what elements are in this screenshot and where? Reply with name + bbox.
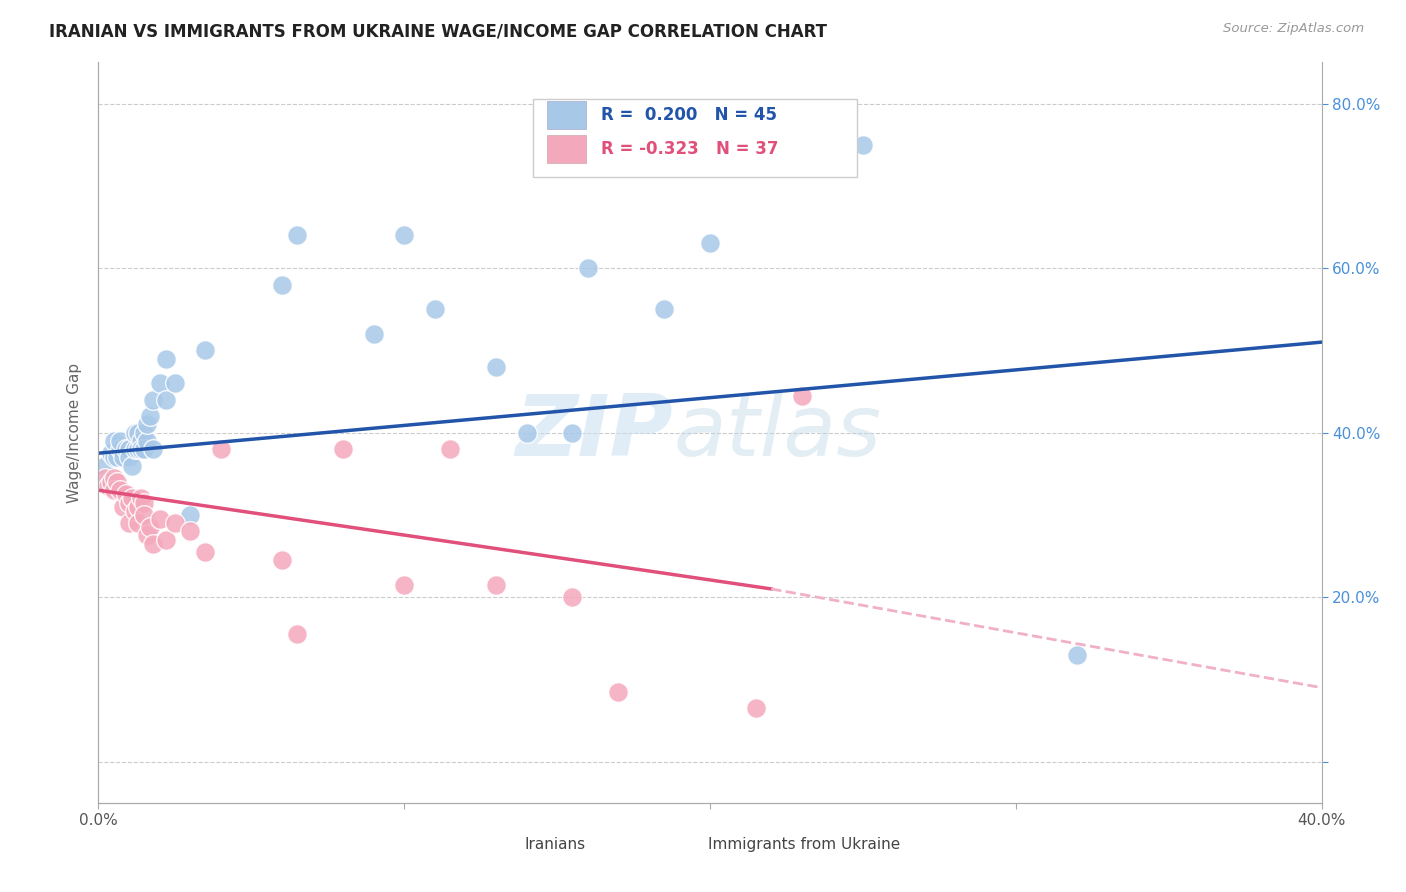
Point <box>139 409 162 424</box>
Point <box>124 504 146 518</box>
Point <box>516 425 538 440</box>
Point <box>745 701 768 715</box>
Point <box>134 442 156 456</box>
Point <box>155 351 177 366</box>
Point <box>97 475 120 489</box>
Point <box>111 500 134 514</box>
Bar <box>478 830 517 858</box>
Point <box>134 425 156 440</box>
Point <box>485 359 508 374</box>
Point <box>97 479 120 493</box>
Point <box>194 343 217 358</box>
Point <box>136 434 159 448</box>
Point <box>392 578 416 592</box>
Point <box>136 417 159 432</box>
Point <box>129 442 152 456</box>
Bar <box>533 99 856 178</box>
Point <box>103 450 125 465</box>
Point <box>363 326 385 341</box>
Point <box>127 425 149 440</box>
Point <box>561 425 583 440</box>
Point <box>179 508 201 522</box>
Point <box>136 528 159 542</box>
Point <box>852 137 875 152</box>
Point <box>270 277 292 292</box>
Point <box>103 483 125 498</box>
Text: R =  0.200   N = 45: R = 0.200 N = 45 <box>602 106 778 124</box>
Text: Iranians: Iranians <box>524 837 585 852</box>
Point <box>652 302 675 317</box>
Point <box>115 487 138 501</box>
Point <box>115 442 138 456</box>
Point <box>607 685 630 699</box>
Point <box>118 450 141 465</box>
Point <box>149 512 172 526</box>
Text: Immigrants from Ukraine: Immigrants from Ukraine <box>707 837 900 852</box>
Point <box>561 590 583 604</box>
Point <box>142 536 165 550</box>
Point <box>103 434 125 448</box>
Point <box>127 500 149 514</box>
Point <box>134 495 156 509</box>
Bar <box>547 101 586 129</box>
Point <box>124 442 146 456</box>
Point <box>142 442 165 456</box>
Point <box>270 553 292 567</box>
Point <box>485 578 508 592</box>
Point <box>127 442 149 456</box>
Text: atlas: atlas <box>673 391 882 475</box>
Point <box>118 516 141 530</box>
Point <box>105 450 128 465</box>
Point <box>121 458 143 473</box>
Point <box>127 516 149 530</box>
Point <box>209 442 232 456</box>
Point <box>423 302 446 317</box>
Point <box>392 228 416 243</box>
Point <box>285 228 308 243</box>
Point <box>179 524 201 539</box>
Point <box>576 261 599 276</box>
Point <box>118 495 141 509</box>
Text: IRANIAN VS IMMIGRANTS FROM UKRAINE WAGE/INCOME GAP CORRELATION CHART: IRANIAN VS IMMIGRANTS FROM UKRAINE WAGE/… <box>49 22 827 40</box>
Point <box>439 442 461 456</box>
Point <box>332 442 354 456</box>
Point <box>129 491 152 506</box>
Point <box>155 392 177 407</box>
Point <box>129 434 152 448</box>
Text: ZIP: ZIP <box>516 391 673 475</box>
Point <box>790 388 813 402</box>
Point <box>121 491 143 506</box>
Point <box>149 376 172 391</box>
Point <box>163 376 186 391</box>
Point <box>134 508 156 522</box>
Point <box>100 446 122 460</box>
Point <box>105 475 128 489</box>
Text: R = -0.323   N = 37: R = -0.323 N = 37 <box>602 140 779 158</box>
Point <box>194 545 217 559</box>
Point <box>142 392 165 407</box>
Point <box>155 533 177 547</box>
Point <box>108 442 131 456</box>
Point <box>285 627 308 641</box>
Point <box>93 458 115 473</box>
Point <box>108 434 131 448</box>
Point <box>100 475 122 489</box>
Y-axis label: Wage/Income Gap: Wage/Income Gap <box>67 362 83 503</box>
Bar <box>547 135 586 163</box>
Point <box>139 520 162 534</box>
Bar <box>661 830 700 858</box>
Point <box>108 483 131 498</box>
Point <box>103 471 125 485</box>
Text: Source: ZipAtlas.com: Source: ZipAtlas.com <box>1223 22 1364 36</box>
Point <box>163 516 186 530</box>
Point <box>118 442 141 456</box>
Point <box>124 425 146 440</box>
Point <box>93 471 115 485</box>
Point <box>699 236 721 251</box>
Point <box>1066 648 1088 662</box>
Point <box>111 450 134 465</box>
